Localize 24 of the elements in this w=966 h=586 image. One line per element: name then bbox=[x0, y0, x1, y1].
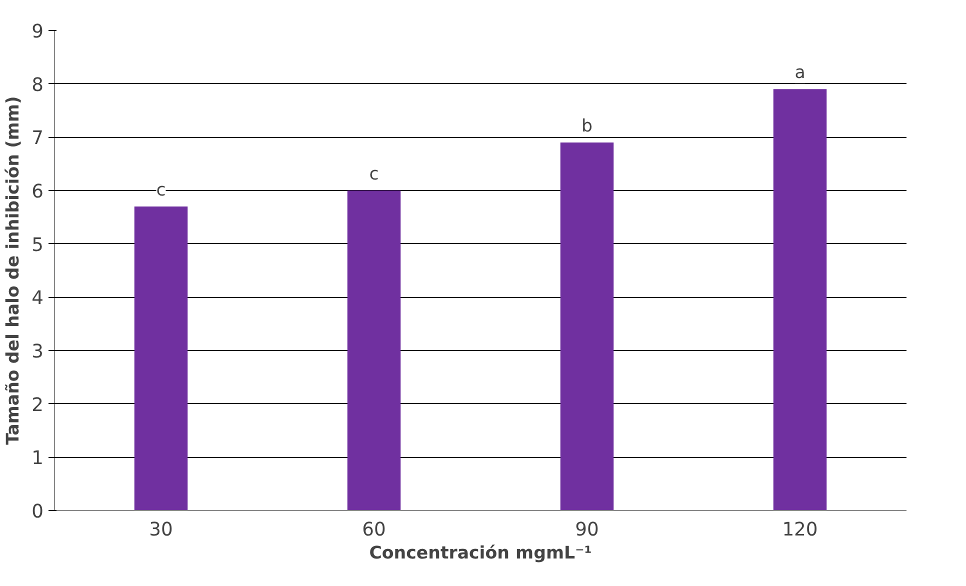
annotation: c bbox=[369, 164, 379, 184]
y-tick-label: 8 bbox=[32, 74, 44, 96]
x-tick-label: 30 bbox=[149, 520, 173, 540]
y-tick-label: 1 bbox=[32, 448, 44, 470]
y-tick-label: 4 bbox=[32, 288, 44, 310]
y-tick-label: 6 bbox=[32, 182, 44, 202]
y-tick-label: 7 bbox=[32, 128, 44, 150]
bar bbox=[560, 142, 614, 510]
y-tick-label: 3 bbox=[32, 342, 44, 362]
x-axis-title: Concentración mgmL⁻¹ bbox=[369, 544, 592, 564]
x-tick-label: 120 bbox=[782, 520, 818, 540]
annotation: a bbox=[794, 63, 806, 84]
y-tick-label: 9 bbox=[32, 22, 44, 42]
x-tick-label: 90 bbox=[575, 520, 599, 540]
annotation: c bbox=[156, 180, 166, 200]
y-tick-label: 5 bbox=[32, 234, 44, 256]
bar bbox=[773, 89, 827, 510]
y-tick-label: 2 bbox=[32, 394, 44, 416]
bar bbox=[347, 190, 401, 510]
x-tick-label: 60 bbox=[362, 520, 386, 540]
y-axis-title: Tamaño del halo de inhibición (mm) bbox=[4, 96, 24, 445]
bar bbox=[134, 206, 188, 510]
y-tick-label: 0 bbox=[32, 502, 44, 522]
annotation: b bbox=[582, 116, 592, 136]
